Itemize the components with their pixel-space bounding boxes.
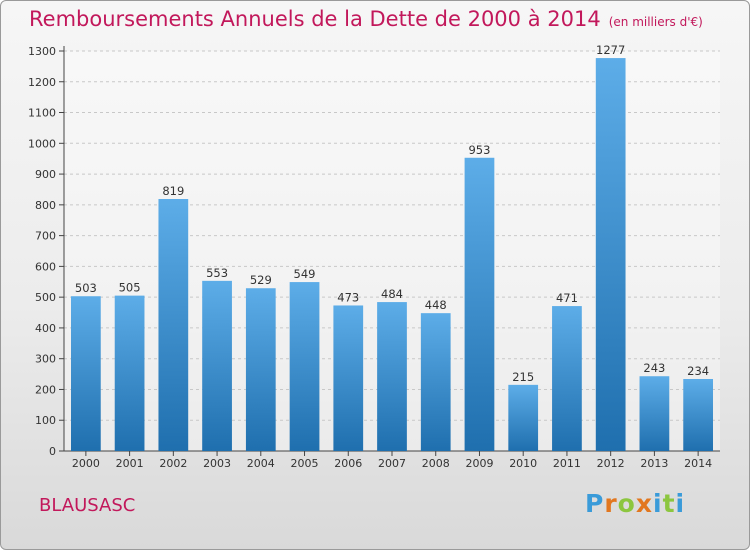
y-tick-label: 1000 [28,137,56,150]
bar [70,296,101,451]
x-tick-label: 2013 [640,457,668,470]
logo-letter: i [653,489,663,518]
bar [158,199,189,451]
logo-letter: P [585,489,605,518]
bar [595,58,626,451]
bar-value-label: 471 [556,291,578,305]
bar [552,306,582,451]
x-tick-label: 2010 [509,457,537,470]
x-tick-label: 2012 [597,457,625,470]
bar-value-label: 243 [643,361,665,375]
bar [245,288,276,451]
logo-letter: t [662,489,676,518]
bar-value-label: 553 [206,266,228,280]
bar-value-label: 529 [250,273,272,287]
chart-title-text: Remboursements Annuels de la Dette de 20… [29,7,601,31]
y-tick-label: 600 [35,260,56,273]
bar-value-label: 549 [294,267,316,281]
y-tick-label: 300 [35,353,56,366]
bar-value-label: 953 [468,143,490,157]
bar [333,305,364,451]
x-tick-label: 2009 [465,457,493,470]
logo-letter: o [617,489,636,518]
x-tick-label: 2002 [159,457,187,470]
bar [289,282,320,451]
x-tick-label: 2005 [291,457,319,470]
y-tick-label: 100 [35,414,56,427]
bar-value-label: 1277 [596,43,625,57]
bar [377,302,407,451]
bar-value-label: 473 [337,290,359,304]
commune-name: BLAUSASC [39,495,136,516]
x-tick-label: 2007 [378,457,406,470]
y-tick-label: 1100 [28,107,56,120]
bar [420,313,451,451]
y-tick-label: 500 [35,291,56,304]
bar-value-label: 484 [381,287,403,301]
x-tick-label: 2014 [684,457,712,470]
bar [464,157,495,451]
y-tick-label: 800 [35,199,56,212]
y-tick-label: 0 [49,445,56,458]
chart-title: Remboursements Annuels de la Dette de 20… [29,7,703,31]
logo-letter: x [635,489,653,518]
y-tick-label: 900 [35,168,56,181]
bar-value-label: 505 [119,281,141,295]
bar [114,295,145,451]
x-tick-label: 2000 [72,457,100,470]
logo-letter: i [675,489,686,518]
y-tick-label: 200 [35,383,56,396]
proxiti-logo: Proxiti [585,489,685,518]
bar-value-label: 819 [162,184,184,198]
y-tick-label: 1200 [28,76,56,89]
bar-value-label: 503 [75,281,97,295]
bar-value-label: 234 [687,364,709,378]
x-tick-label: 2004 [247,457,275,470]
logo-letter: r [604,489,618,518]
y-tick-label: 700 [35,230,56,243]
bar-value-label: 215 [512,370,534,384]
x-tick-label: 2006 [334,457,362,470]
bar [508,384,539,451]
x-tick-label: 2003 [203,457,231,470]
chart-unit-note: (en milliers d'€) [608,15,703,29]
x-tick-label: 2011 [553,457,581,470]
y-tick-label: 400 [35,322,56,335]
bar [202,280,232,451]
bar [639,376,670,451]
bar [683,379,714,451]
y-tick-label: 1300 [28,45,56,58]
bar-value-label: 448 [425,298,447,312]
x-tick-label: 2008 [422,457,450,470]
x-tick-label: 2001 [116,457,144,470]
